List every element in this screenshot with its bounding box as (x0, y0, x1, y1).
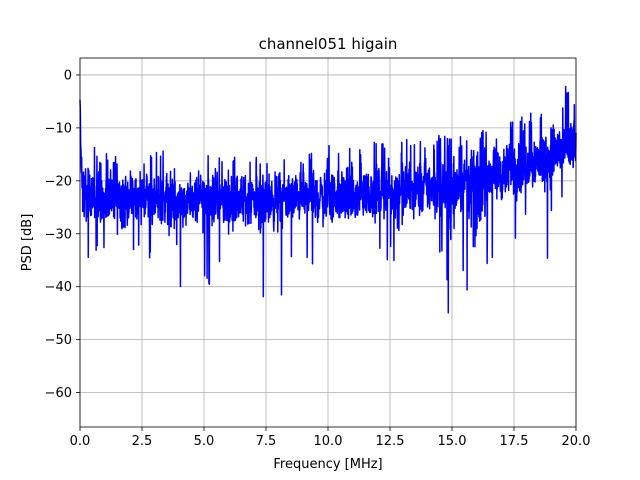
x-tick-label: 7.5 (256, 434, 277, 449)
y-tick-label: −30 (45, 227, 72, 242)
x-tick-label: 5.0 (194, 434, 215, 449)
psd-line (79, 85, 577, 314)
y-tick-label: −20 (45, 174, 72, 189)
y-axis-label: PSD [dB] (20, 214, 35, 272)
y-tick-label: −60 (45, 386, 72, 401)
x-tick-label: 2.5 (132, 434, 153, 449)
x-tick-label: 15.0 (438, 434, 467, 449)
y-axis: 0 −10 −20 −30 −40 −50 −60 (45, 68, 80, 401)
x-tick-label: 0.0 (70, 434, 91, 449)
y-tick-label: −40 (45, 280, 72, 295)
y-tick-label: 0 (64, 68, 72, 83)
chart-title: channel051 higain (259, 35, 398, 53)
y-tick-label: −50 (45, 333, 72, 348)
x-axis-label: Frequency [MHz] (273, 457, 382, 472)
y-tick-label: −10 (45, 121, 72, 136)
x-tick-label: 17.5 (500, 434, 529, 449)
x-tick-label: 12.5 (376, 434, 405, 449)
x-tick-label: 20.0 (562, 434, 591, 449)
series-trace (79, 85, 577, 314)
x-axis: 0.0 2.5 5.0 7.5 10.0 12.5 15.0 17.5 20.0 (70, 427, 591, 449)
x-tick-label: 10.0 (314, 434, 343, 449)
